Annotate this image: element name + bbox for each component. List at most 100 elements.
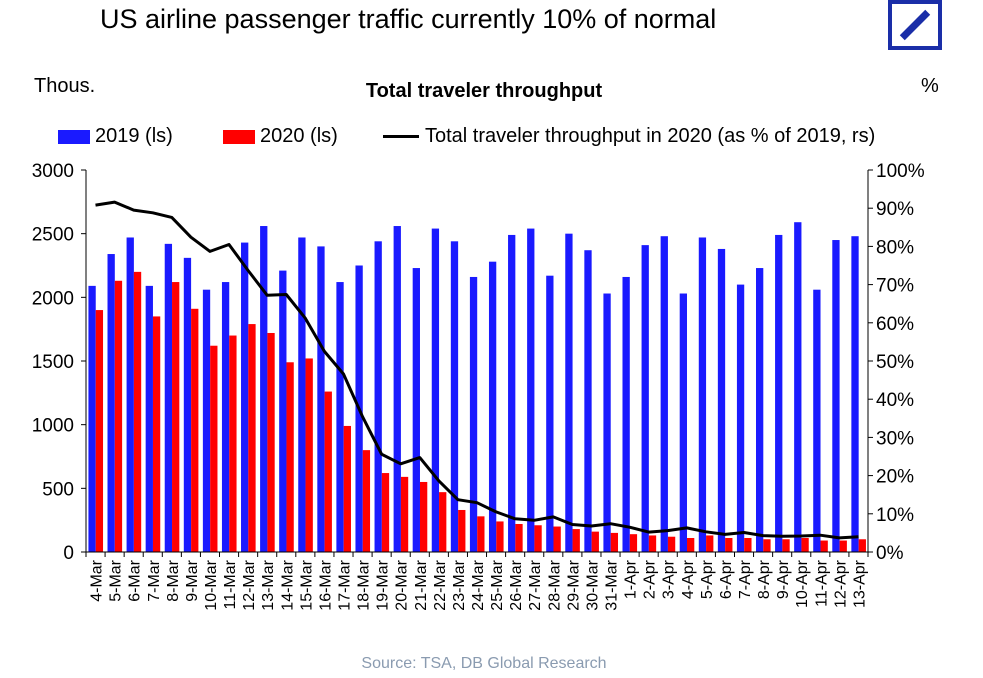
page-title: US airline passenger traffic currently 1… [100, 4, 717, 34]
x-tick-label-21-Mar: 21-Mar [413, 559, 430, 610]
bar-2020-12-Apr [839, 540, 847, 552]
legend-label-2019: 2019 (ls) [95, 125, 173, 147]
bar-2020-7-Apr [744, 537, 752, 552]
x-tick-label-2-Apr: 2-Apr [642, 559, 659, 599]
x-tick-label-4-Apr: 4-Apr [680, 559, 697, 599]
right-tick-label-60: 60% [876, 314, 914, 335]
bar-2019-7-Mar [145, 285, 153, 552]
right-tick-label-100: 100% [876, 161, 925, 182]
bar-2020-7-Mar [152, 316, 161, 552]
bar-2019-9-Apr [775, 234, 783, 552]
bar-2019-24-Mar [469, 276, 478, 552]
bar-2019-2-Apr [641, 245, 649, 553]
x-tick-label-9-Mar: 9-Mar [184, 559, 201, 601]
x-tick-label-15-Mar: 15-Mar [298, 559, 315, 610]
right-tick-label-80: 80% [876, 237, 914, 258]
left-tick-label-2000: 2000 [32, 288, 74, 309]
right-tick-label-70: 70% [876, 276, 914, 297]
bar-2019-20-Mar [393, 226, 401, 552]
x-tick-label-24-Mar: 24-Mar [470, 559, 487, 610]
right-tick-label-50: 50% [876, 352, 914, 373]
bar-2019-13-Apr [851, 236, 859, 553]
x-tick-label-12-Mar: 12-Mar [241, 559, 258, 610]
right-tick-label-20: 20% [876, 467, 914, 488]
bar-2019-13-Mar [260, 226, 268, 552]
x-tick-label-8-Apr: 8-Apr [756, 559, 773, 599]
bar-2019-19-Mar [374, 241, 382, 552]
x-tick-label-27-Mar: 27-Mar [527, 559, 544, 610]
bar-2020-21-Mar [419, 481, 428, 552]
bar-2019-30-Mar [584, 250, 592, 552]
chart-title: Total traveler throughput [365, 80, 603, 102]
bar-2020-8-Mar [172, 282, 180, 552]
bar-2019-11-Mar [221, 282, 230, 552]
bar-2019-8-Apr [755, 268, 764, 552]
bar-2019-26-Mar [508, 234, 516, 552]
x-tick-label-28-Mar: 28-Mar [546, 559, 563, 610]
bar-2020-20-Mar [400, 476, 409, 552]
x-tick-label-25-Mar: 25-Mar [489, 559, 506, 610]
bar-2020-5-Mar [114, 280, 123, 552]
bar-2019-17-Mar [336, 282, 344, 552]
legend-swatch-2020 [223, 129, 255, 144]
bar-2020-2-Apr [648, 535, 657, 552]
x-tick-label-23-Mar: 23-Mar [451, 559, 468, 610]
bar-2020-26-Mar [515, 523, 523, 552]
bar-2019-3-Apr [660, 236, 668, 553]
bar-2019-12-Apr [832, 240, 840, 553]
x-tick-label-29-Mar: 29-Mar [565, 559, 582, 610]
bar-2020-9-Mar [191, 308, 199, 552]
bar-2019-4-Mar [88, 285, 96, 552]
bar-2019-27-Mar [527, 228, 535, 552]
bar-2020-14-Mar [286, 362, 294, 552]
x-tick-label-1-Apr: 1-Apr [623, 559, 640, 599]
bar-2019-28-Mar [546, 275, 554, 552]
x-tick-label-8-Mar: 8-Mar [165, 559, 182, 601]
bar-2019-8-Mar [164, 243, 173, 552]
bar-2019-11-Apr [813, 289, 821, 552]
bar-2019-12-Mar [241, 242, 249, 552]
bar-2019-10-Mar [202, 289, 211, 552]
deutsche-bank-logo [888, 0, 942, 50]
source-note: Source: TSA, DB Global Research [361, 655, 607, 672]
bar-2020-28-Mar [553, 526, 561, 552]
legend-item-2019: 2019 (ls) [58, 125, 173, 148]
bar-2020-1-Apr [629, 534, 638, 552]
bar-2020-22-Mar [439, 492, 447, 552]
bar-2019-5-Mar [107, 254, 115, 553]
legend-label-ratio: Total traveler throughput in 2020 (as % … [425, 125, 876, 147]
right-tick-label-90: 90% [876, 199, 914, 220]
bar-2019-6-Mar [126, 237, 134, 552]
left-tick-label-2500: 2500 [32, 225, 74, 246]
x-tick-label-10-Apr: 10-Apr [794, 559, 811, 608]
bar-2020-9-Apr [782, 539, 790, 552]
bar-2020-18-Mar [362, 450, 371, 552]
bar-2020-3-Apr [667, 536, 676, 552]
x-tick-label-5-Apr: 5-Apr [699, 559, 716, 599]
right-tick-label-30: 30% [876, 428, 914, 449]
bar-2019-25-Mar [488, 261, 497, 552]
x-tick-label-7-Mar: 7-Mar [146, 559, 163, 601]
bar-2019-23-Mar [450, 241, 459, 552]
x-tick-label-4-Mar: 4-Mar [89, 559, 106, 601]
x-tick-label-12-Apr: 12-Apr [832, 559, 849, 608]
x-tick-label-22-Mar: 22-Mar [432, 559, 449, 610]
left-tick-label-500: 500 [42, 479, 74, 500]
legend-item-2020: 2020 (ls) [223, 125, 338, 148]
bar-2020-11-Mar [229, 335, 237, 552]
bar-2020-6-Mar [133, 271, 142, 552]
right-axis-unit-label: % [921, 75, 939, 97]
bar-2020-17-Mar [343, 425, 351, 552]
bar-2019-16-Mar [317, 246, 325, 552]
x-tick-label-3-Apr: 3-Apr [661, 559, 678, 599]
bar-2019-4-Apr [679, 293, 688, 552]
x-tick-label-30-Mar: 30-Mar [584, 559, 601, 610]
bar-2020-13-Apr [858, 539, 866, 552]
left-axis-unit-label: Thous. [34, 75, 96, 97]
bar-2020-23-Mar [458, 509, 466, 552]
bar-2019-7-Apr [736, 284, 745, 552]
bar-2019-14-Mar [279, 270, 287, 552]
x-tick-label-20-Mar: 20-Mar [394, 559, 411, 610]
line-throughput-pct [95, 200, 859, 540]
